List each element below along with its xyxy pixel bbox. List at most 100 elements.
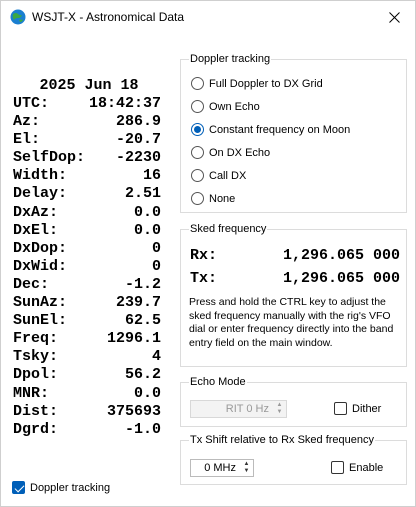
doppler-option-label: Call DX [209, 169, 247, 182]
radio-button[interactable] [191, 169, 204, 182]
astro-row-key: DxDop: [13, 239, 68, 257]
astro-row-value: 18:42:37 [88, 95, 161, 112]
astro-row: Freq: 1296.1 [13, 330, 161, 348]
doppler-option-label: None [209, 192, 236, 205]
enable-tx-shift-toggle[interactable]: Enable [331, 461, 383, 474]
astro-row-value: -1.2 [124, 275, 161, 293]
doppler-option[interactable]: Full Doppler to DX Grid [191, 77, 323, 90]
astro-row-value: 16 [142, 167, 161, 185]
astro-row-key: El: [13, 131, 41, 149]
tx-shift-group-title: Tx Shift relative to Rx Sked frequency [189, 434, 376, 447]
tx-shift-value[interactable]: 0 MHz [204, 462, 236, 474]
astro-row: DxWid: 0 [13, 258, 161, 276]
tx-shift-spin-arrows[interactable]: ▲ ▼ [240, 460, 253, 476]
astro-row-value: 0.0 [133, 384, 161, 402]
astro-row: Delay: 2.51 [13, 185, 161, 203]
astro-row: UTC: 18:42:37 [13, 95, 161, 113]
sked-frequency-group: Sked frequency Rx: 1,296.065 000 Tx: 1,2… [180, 223, 407, 367]
echo-mode-group: Echo Mode RIT 0 Hz ▲ ▼ Dither [180, 376, 407, 427]
dither-label: Dither [352, 402, 382, 415]
doppler-tracking-label: Doppler tracking [30, 481, 111, 494]
astro-row-value: 0 [151, 239, 161, 257]
astro-row-value: 56.2 [124, 366, 161, 384]
spin-up-icon: ▲ [276, 402, 283, 408]
doppler-option[interactable]: None [191, 192, 235, 205]
astro-row-key: Dgrd: [13, 420, 59, 438]
tx-frequency-line: Tx: 1,296.065 000 [190, 270, 400, 287]
astro-row-value: 4 [151, 348, 161, 366]
close-button[interactable] [373, 1, 415, 33]
echo-group-title: Echo Mode [189, 376, 247, 389]
astro-date: 2025 Jun 18 [39, 77, 139, 94]
astro-row-key: Delay: [13, 185, 68, 203]
tx-shift-spinbox[interactable]: 0 MHz ▲ ▼ [190, 459, 254, 477]
astro-row-key: Freq: [13, 330, 59, 348]
radio-button[interactable] [191, 146, 204, 159]
astro-row-key: SunEl: [13, 312, 68, 330]
doppler-option[interactable]: Own Echo [191, 100, 260, 113]
astro-row-value: -2230 [115, 149, 161, 167]
astro-row-value: 0.0 [133, 203, 161, 221]
radio-button[interactable] [191, 123, 204, 136]
astro-row: MNR: 0.0 [13, 385, 161, 403]
tx-shift-group: Tx Shift relative to Rx Sked frequency 0… [180, 434, 407, 485]
astro-row: DxDop: 0 [13, 240, 161, 258]
window-title: WSJT-X - Astronomical Data [32, 10, 185, 24]
doppler-option[interactable]: Call DX [191, 169, 246, 182]
doppler-tracking-checkbox[interactable] [12, 481, 25, 494]
tx-value: 1,296.065 000 [282, 270, 400, 287]
tx-label: Tx: [190, 270, 218, 287]
astro-row-value: 62.5 [124, 312, 161, 330]
astro-row-key: Dist: [13, 402, 59, 420]
astro-row-key: Tsky: [13, 348, 59, 366]
radio-button[interactable] [191, 100, 204, 113]
astro-row: SunEl: 62.5 [13, 312, 161, 330]
astro-row-key: Dpol: [13, 366, 59, 384]
astro-row-value: -20.7 [115, 131, 161, 149]
astro-row-key: Dec: [13, 275, 50, 293]
rit-value: RIT 0 Hz [225, 403, 269, 415]
doppler-option[interactable]: Constant frequency on Moon [191, 123, 350, 136]
astro-row-value: 375693 [106, 402, 161, 420]
astro-row-key: UTC: [13, 95, 50, 112]
astro-row: Dec: -1.2 [13, 276, 161, 294]
rx-frequency-line: Rx: 1,296.065 000 [190, 247, 400, 264]
astro-row: Tsky: 4 [13, 348, 161, 366]
doppler-tracking-group: Doppler tracking Full Doppler to DX Grid… [180, 53, 407, 213]
astro-row: Dpol: 56.2 [13, 366, 161, 384]
radio-button[interactable] [191, 192, 204, 205]
astro-row-value: 2.51 [124, 185, 161, 203]
enable-tx-shift-label: Enable [349, 461, 384, 474]
sked-group-title: Sked frequency [189, 223, 268, 236]
astro-row: SunAz: 239.7 [13, 294, 161, 312]
astro-row: Width: 16 [13, 167, 161, 185]
astro-row-key: MNR: [13, 384, 50, 402]
astro-row-value: 239.7 [115, 294, 161, 312]
title-bar[interactable]: WSJT-X - Astronomical Data [1, 1, 415, 33]
astro-row-value: 0 [151, 257, 161, 275]
enable-tx-shift-checkbox[interactable] [331, 461, 344, 474]
doppler-tracking-toggle[interactable]: Doppler tracking [12, 481, 110, 494]
astro-data-panel: 2025 Jun 18 UTC: 18:42:37 Az: 286.9 El: -20.7… [13, 77, 161, 439]
rit-spin-arrows: ▲ ▼ [273, 401, 286, 417]
astro-row-value: 286.9 [115, 113, 161, 131]
astro-row-key: Az: [13, 113, 41, 131]
astro-row-value: 0.0 [133, 221, 161, 239]
doppler-option[interactable]: On DX Echo [191, 146, 270, 159]
close-icon [388, 11, 400, 23]
astro-row-key: Width: [13, 167, 68, 185]
astro-row-key: SunAz: [13, 294, 68, 312]
spin-up-icon[interactable]: ▲ [243, 461, 250, 467]
astro-row: DxAz: 0.0 [13, 204, 161, 222]
dither-checkbox[interactable] [334, 402, 347, 415]
astro-row: El: -20.7 [13, 131, 161, 149]
astro-row-value: -1.0 [124, 420, 161, 438]
doppler-group-title: Doppler tracking [189, 53, 272, 66]
astro-row: Az: 286.9 [13, 113, 161, 131]
rit-spinbox: RIT 0 Hz ▲ ▼ [190, 400, 287, 418]
radio-button[interactable] [191, 77, 204, 90]
spin-down-icon[interactable]: ▼ [243, 468, 250, 474]
wsjtx-app-icon [10, 9, 26, 25]
dither-toggle[interactable]: Dither [334, 402, 381, 415]
